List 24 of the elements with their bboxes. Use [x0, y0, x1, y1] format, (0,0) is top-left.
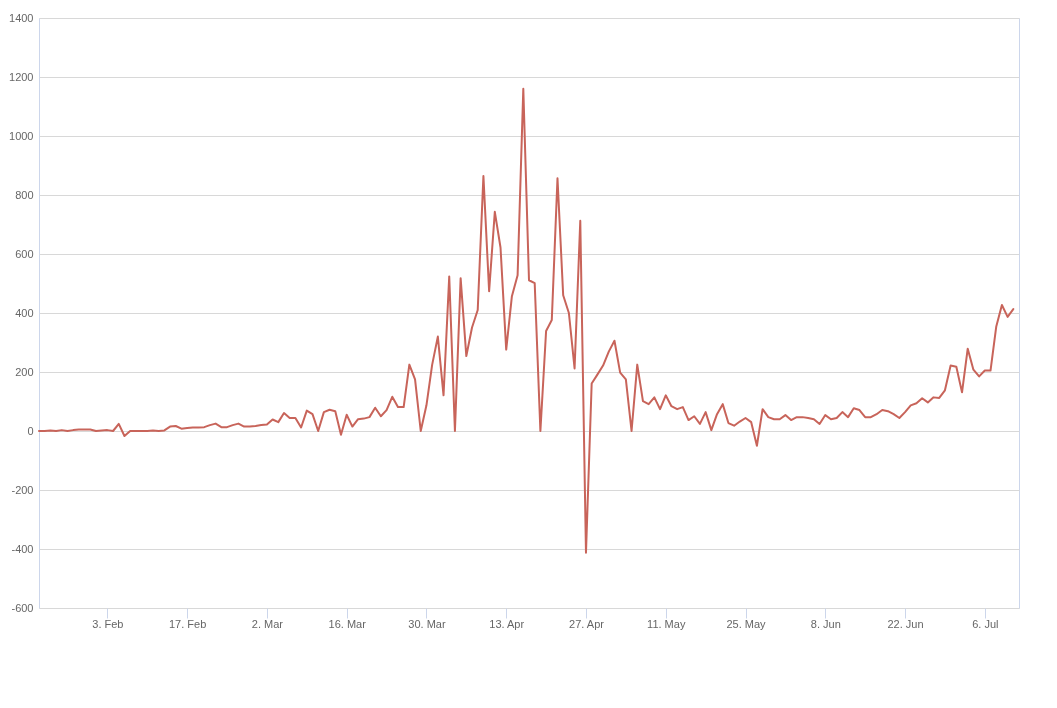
y-tick-label: 1000	[9, 129, 34, 142]
x-tick-label: 27. Apr	[569, 617, 605, 630]
x-tick-label: 13. Apr	[489, 617, 525, 630]
x-tick-label: 3. Feb	[92, 617, 124, 630]
x-tick-label: 22. Jun	[887, 617, 924, 630]
y-tick-label: 600	[15, 247, 34, 260]
x-tick-label: 6. Jul	[972, 617, 999, 630]
y-tick-label: -200	[11, 483, 34, 496]
y-tick-label: -400	[11, 542, 34, 555]
y-tick-label: 200	[15, 365, 34, 378]
x-tick-label: 8. Jun	[810, 617, 841, 630]
line-series	[38, 87, 1015, 554]
y-tick-label: 1200	[9, 70, 34, 83]
x-tick-label: 11. May	[647, 617, 686, 630]
x-tick-label: 16. Mar	[328, 617, 367, 630]
y-tick-label: -600	[11, 601, 34, 614]
x-tick-label: 17. Feb	[168, 617, 207, 630]
y-tick-label: 0	[27, 424, 34, 437]
y-tick-label: 400	[15, 306, 34, 319]
y-tick-label: 1400	[9, 11, 34, 24]
x-tick-label: 25. May	[726, 617, 767, 630]
y-tick-label: 800	[15, 188, 34, 201]
x-tick-label: 2. Mar	[251, 617, 284, 630]
x-tick-label: 30. Mar	[408, 617, 446, 630]
